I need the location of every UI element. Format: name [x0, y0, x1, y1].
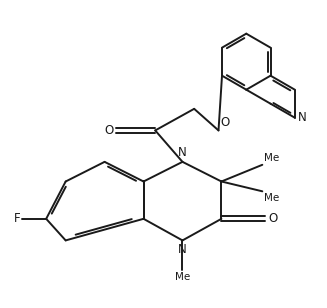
Text: O: O: [220, 116, 229, 129]
Text: F: F: [14, 212, 20, 225]
Text: N: N: [178, 146, 187, 159]
Text: Me: Me: [264, 153, 279, 163]
Text: Me: Me: [264, 193, 279, 203]
Text: N: N: [298, 111, 307, 124]
Text: O: O: [268, 212, 278, 225]
Text: N: N: [178, 243, 187, 256]
Text: Me: Me: [175, 272, 190, 282]
Text: O: O: [105, 124, 114, 137]
